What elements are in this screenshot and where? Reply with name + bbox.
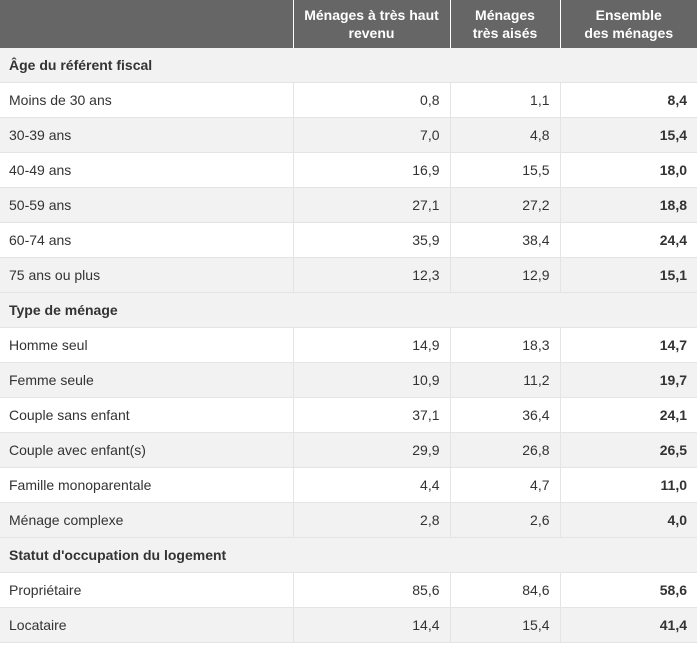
cell-very-high-income: 7,0 bbox=[292, 117, 450, 153]
row-label: Couple avec enfant(s) bbox=[0, 432, 293, 468]
row-label: Moins de 30 ans bbox=[0, 82, 293, 118]
cell-very-high-income: 2,8 bbox=[292, 502, 450, 538]
cell-all-households: 15,4 bbox=[559, 117, 697, 153]
cell-very-high-income: 85,6 bbox=[292, 572, 450, 608]
cell-very-wealthy: 38,4 bbox=[449, 222, 560, 258]
row-label: Homme seul bbox=[0, 327, 293, 363]
section-title: Type de ménage bbox=[0, 292, 697, 328]
table-row: Homme seul 14,9 18,3 14,7 bbox=[0, 327, 697, 363]
cell-all-households: 15,1 bbox=[559, 257, 697, 293]
cell-all-households: 19,7 bbox=[559, 362, 697, 398]
row-label: 30-39 ans bbox=[0, 117, 293, 153]
table-row: Locataire 14,4 15,4 41,4 bbox=[0, 607, 697, 643]
row-label: 60-74 ans bbox=[0, 222, 293, 258]
cell-very-high-income: 29,9 bbox=[292, 432, 450, 468]
cell-all-households: 8,4 bbox=[559, 82, 697, 118]
row-label: Famille monoparentale bbox=[0, 467, 293, 503]
row-label: Ménage complexe bbox=[0, 502, 293, 538]
header-label-column bbox=[0, 0, 293, 48]
cell-all-households: 18,8 bbox=[559, 187, 697, 223]
cell-very-wealthy: 12,9 bbox=[449, 257, 560, 293]
header-all-households: Ensemble des ménages bbox=[559, 0, 697, 48]
table-row: Propriétaire 85,6 84,6 58,6 bbox=[0, 572, 697, 608]
cell-very-high-income: 4,4 bbox=[292, 467, 450, 503]
row-label: Propriétaire bbox=[0, 572, 293, 608]
table-row: 50-59 ans 27,1 27,2 18,8 bbox=[0, 187, 697, 223]
cell-all-households: 24,4 bbox=[559, 222, 697, 258]
cell-all-households: 26,5 bbox=[559, 432, 697, 468]
cell-very-high-income: 10,9 bbox=[292, 362, 450, 398]
cell-very-wealthy: 18,3 bbox=[449, 327, 560, 363]
cell-very-high-income: 12,3 bbox=[292, 257, 450, 293]
cell-all-households: 4,0 bbox=[559, 502, 697, 538]
section-title: Statut d'occupation du logement bbox=[0, 537, 697, 573]
cell-very-high-income: 37,1 bbox=[292, 397, 450, 433]
row-label: Femme seule bbox=[0, 362, 293, 398]
section-header-row: Type de ménage bbox=[0, 292, 697, 328]
row-label: 75 ans ou plus bbox=[0, 257, 293, 293]
cell-very-wealthy: 4,8 bbox=[449, 117, 560, 153]
table-row: Famille monoparentale 4,4 4,7 11,0 bbox=[0, 467, 697, 503]
table-body: Âge du référent fiscal Moins de 30 ans 0,8… bbox=[0, 48, 697, 643]
cell-all-households: 24,1 bbox=[559, 397, 697, 433]
cell-very-wealthy: 1,1 bbox=[449, 82, 560, 118]
cell-very-wealthy: 84,6 bbox=[449, 572, 560, 608]
cell-very-wealthy: 15,5 bbox=[449, 152, 560, 188]
table-row: Couple avec enfant(s) 29,9 26,8 26,5 bbox=[0, 432, 697, 468]
header-row: Ménages à très haut revenu Ménages très a… bbox=[0, 0, 697, 48]
table-row: Ménage complexe 2,8 2,6 4,0 bbox=[0, 502, 697, 538]
cell-very-wealthy: 36,4 bbox=[449, 397, 560, 433]
cell-all-households: 41,4 bbox=[559, 607, 697, 643]
cell-very-wealthy: 27,2 bbox=[449, 187, 560, 223]
cell-all-households: 18,0 bbox=[559, 152, 697, 188]
section-header-row: Âge du référent fiscal bbox=[0, 48, 697, 83]
row-label: 40-49 ans bbox=[0, 152, 293, 188]
table-header: Ménages à très haut revenu Ménages très a… bbox=[0, 0, 697, 48]
table-row: Couple sans enfant 37,1 36,4 24,1 bbox=[0, 397, 697, 433]
header-very-wealthy: Ménages très aisés bbox=[449, 0, 560, 48]
cell-very-high-income: 27,1 bbox=[292, 187, 450, 223]
row-label: Couple sans enfant bbox=[0, 397, 293, 433]
table-row: 30-39 ans 7,0 4,8 15,4 bbox=[0, 117, 697, 153]
cell-all-households: 58,6 bbox=[559, 572, 697, 608]
cell-all-households: 11,0 bbox=[559, 467, 697, 503]
table-row: 75 ans ou plus 12,3 12,9 15,1 bbox=[0, 257, 697, 293]
cell-very-high-income: 0,8 bbox=[292, 82, 450, 118]
cell-all-households: 14,7 bbox=[559, 327, 697, 363]
cell-very-high-income: 14,4 bbox=[292, 607, 450, 643]
cell-very-wealthy: 11,2 bbox=[449, 362, 560, 398]
row-label: 50-59 ans bbox=[0, 187, 293, 223]
cell-very-wealthy: 26,8 bbox=[449, 432, 560, 468]
section-header-row: Statut d'occupation du logement bbox=[0, 537, 697, 573]
table-row: 60-74 ans 35,9 38,4 24,4 bbox=[0, 222, 697, 258]
table-row: Femme seule 10,9 11,2 19,7 bbox=[0, 362, 697, 398]
cell-very-wealthy: 4,7 bbox=[449, 467, 560, 503]
table-row: Moins de 30 ans 0,8 1,1 8,4 bbox=[0, 82, 697, 118]
table-row: 40-49 ans 16,9 15,5 18,0 bbox=[0, 152, 697, 188]
header-very-high-income: Ménages à très haut revenu bbox=[292, 0, 450, 48]
cell-very-high-income: 35,9 bbox=[292, 222, 450, 258]
cell-very-wealthy: 2,6 bbox=[449, 502, 560, 538]
cell-very-high-income: 14,9 bbox=[292, 327, 450, 363]
cell-very-high-income: 16,9 bbox=[292, 152, 450, 188]
section-title: Âge du référent fiscal bbox=[0, 48, 697, 83]
row-label: Locataire bbox=[0, 607, 293, 643]
cell-very-wealthy: 15,4 bbox=[449, 607, 560, 643]
